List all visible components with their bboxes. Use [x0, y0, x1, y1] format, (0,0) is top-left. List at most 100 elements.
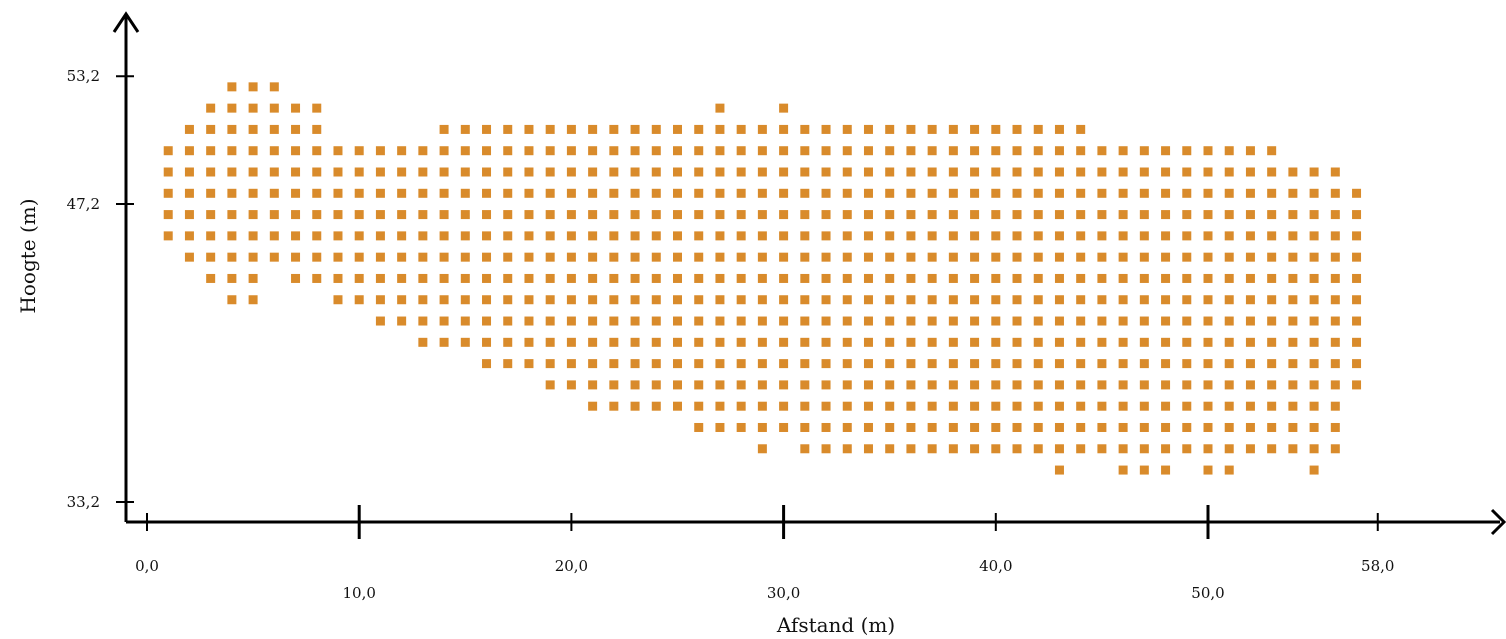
- data-point: [715, 103, 725, 113]
- data-point: [800, 273, 810, 283]
- data-point: [333, 252, 343, 262]
- data-point: [460, 124, 470, 134]
- data-point: [588, 231, 598, 241]
- data-point: [1182, 167, 1192, 177]
- data-point: [673, 401, 682, 411]
- data-point: [1203, 337, 1213, 347]
- data-point: [524, 252, 534, 262]
- data-point: [397, 273, 407, 283]
- data-point: [1352, 252, 1362, 262]
- data-point: [1203, 210, 1213, 220]
- data-point: [375, 316, 385, 326]
- data-point: [609, 167, 619, 177]
- data-point: [460, 210, 470, 220]
- data-point: [1267, 295, 1277, 305]
- data-point: [1054, 273, 1064, 283]
- data-point: [1033, 252, 1043, 262]
- data-point: [291, 273, 301, 283]
- data-point: [863, 273, 873, 283]
- data-point: [1118, 316, 1128, 326]
- data-point: [163, 146, 173, 156]
- data-point: [248, 231, 258, 241]
- data-point: [545, 231, 555, 241]
- data-point: [1097, 231, 1107, 241]
- data-point: [1012, 316, 1022, 326]
- data-point: [948, 252, 958, 262]
- data-point: [1352, 188, 1362, 198]
- data-point: [1224, 337, 1234, 347]
- data-point: [1182, 380, 1192, 390]
- data-point: [757, 401, 767, 411]
- data-point: [163, 167, 173, 177]
- data-point: [927, 422, 937, 432]
- data-point: [673, 210, 682, 220]
- data-point: [1245, 295, 1255, 305]
- data-point: [736, 167, 746, 177]
- data-point: [970, 422, 980, 432]
- data-point: [673, 380, 682, 390]
- data-point: [1054, 210, 1064, 220]
- data-point: [630, 359, 640, 369]
- data-point: [863, 146, 873, 156]
- data-point: [588, 295, 598, 305]
- data-point: [482, 295, 492, 305]
- data-point: [588, 252, 598, 262]
- data-point: [970, 380, 980, 390]
- data-point: [1076, 231, 1086, 241]
- data-point: [1139, 316, 1149, 326]
- data-point: [630, 188, 640, 198]
- y-axis: [112, 11, 140, 522]
- data-point: [1012, 124, 1022, 134]
- data-point: [609, 316, 619, 326]
- data-point: [1118, 444, 1128, 454]
- data-point: [1352, 210, 1362, 220]
- data-point: [609, 380, 619, 390]
- data-point: [970, 231, 980, 241]
- data-point: [269, 103, 279, 113]
- data-point: [482, 210, 492, 220]
- data-point: [885, 401, 895, 411]
- data-point: [609, 401, 619, 411]
- data-point: [736, 401, 746, 411]
- data-point: [227, 252, 237, 262]
- data-point: [1118, 295, 1128, 305]
- data-point: [694, 273, 704, 283]
- data-point: [1161, 210, 1171, 220]
- data-point: [948, 380, 958, 390]
- data-point: [1097, 188, 1107, 198]
- data-point: [757, 210, 767, 220]
- data-point: [206, 146, 216, 156]
- data-point: [524, 359, 534, 369]
- data-point: [1054, 167, 1064, 177]
- data-point: [651, 231, 661, 241]
- data-point: [842, 422, 852, 432]
- data-point: [1182, 146, 1192, 156]
- data-point: [1139, 359, 1149, 369]
- data-point: [991, 401, 1001, 411]
- data-point: [1203, 444, 1213, 454]
- data-point: [800, 188, 810, 198]
- data-point: [1224, 146, 1234, 156]
- data-point: [312, 188, 322, 198]
- data-point: [524, 273, 534, 283]
- data-point: [460, 231, 470, 241]
- data-point: [566, 210, 576, 220]
- data-point: [1118, 146, 1128, 156]
- data-point: [673, 231, 682, 241]
- data-point: [439, 146, 449, 156]
- data-point: [1224, 231, 1234, 241]
- data-point: [673, 188, 682, 198]
- data-point: [609, 124, 619, 134]
- data-point: [863, 188, 873, 198]
- data-point: [863, 124, 873, 134]
- data-point: [227, 82, 237, 92]
- data-point: [736, 359, 746, 369]
- data-point: [991, 188, 1001, 198]
- data-point: [927, 231, 937, 241]
- data-point: [1097, 380, 1107, 390]
- data-point: [227, 146, 237, 156]
- data-point: [184, 146, 194, 156]
- data-point: [1054, 380, 1064, 390]
- data-point: [1309, 231, 1319, 241]
- data-point: [1054, 316, 1064, 326]
